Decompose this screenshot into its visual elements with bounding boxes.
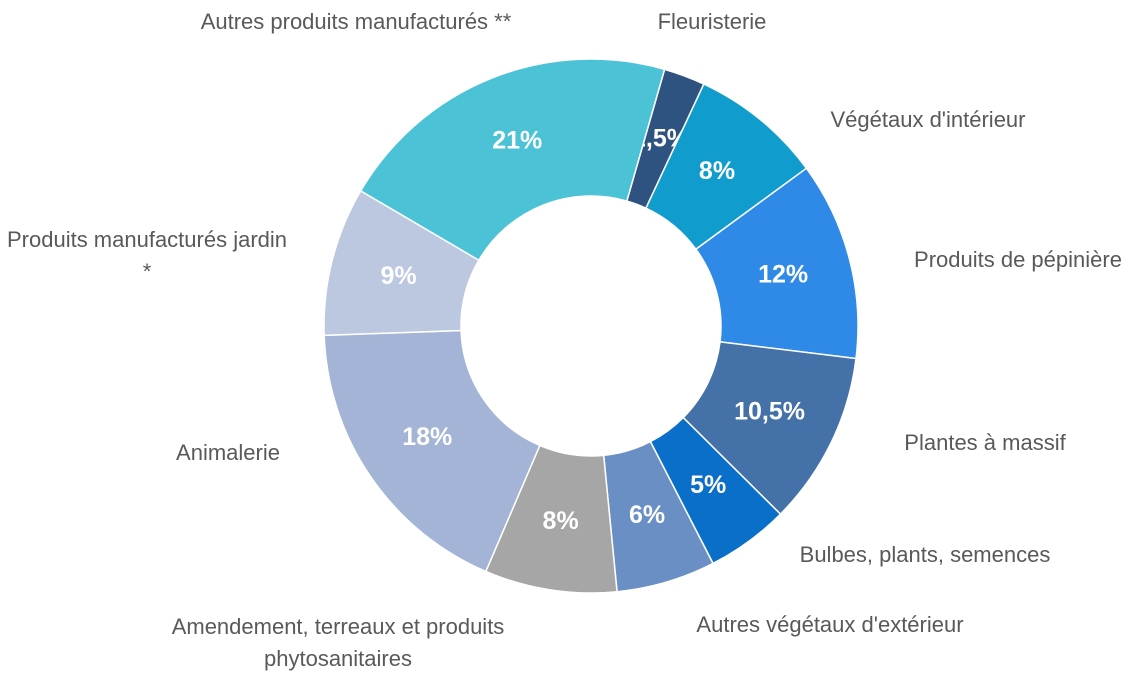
slice	[359, 58, 666, 262]
value-label: 8%	[543, 507, 579, 535]
category-label: Autres végétaux d'extérieur	[696, 612, 964, 637]
category-label: Végétaux d'intérieur	[830, 107, 1026, 132]
category-label: Produits de pépinière	[914, 247, 1122, 272]
value-label: 12%	[758, 261, 808, 289]
value-label: 5%	[690, 471, 726, 499]
value-label: 9%	[380, 262, 416, 290]
category-label: Autres produits manufacturés **	[200, 9, 512, 34]
category-label: Plantes à massif	[904, 430, 1066, 455]
category-label: Produits manufacturés jardin *	[6, 227, 288, 284]
category-label: Fleuristerie	[657, 9, 767, 34]
category-label: Amendement, terreaux et produits phytosa…	[171, 614, 505, 671]
value-label: 21%	[492, 126, 542, 154]
category-label: Bulbes, plants, semences	[799, 542, 1051, 567]
value-label: 8%	[699, 157, 735, 185]
slice	[323, 329, 541, 573]
value-label: 10,5%	[734, 397, 805, 425]
category-label: Animalerie	[176, 440, 280, 465]
value-label: 18%	[402, 423, 452, 451]
value-label: 6%	[629, 501, 665, 529]
